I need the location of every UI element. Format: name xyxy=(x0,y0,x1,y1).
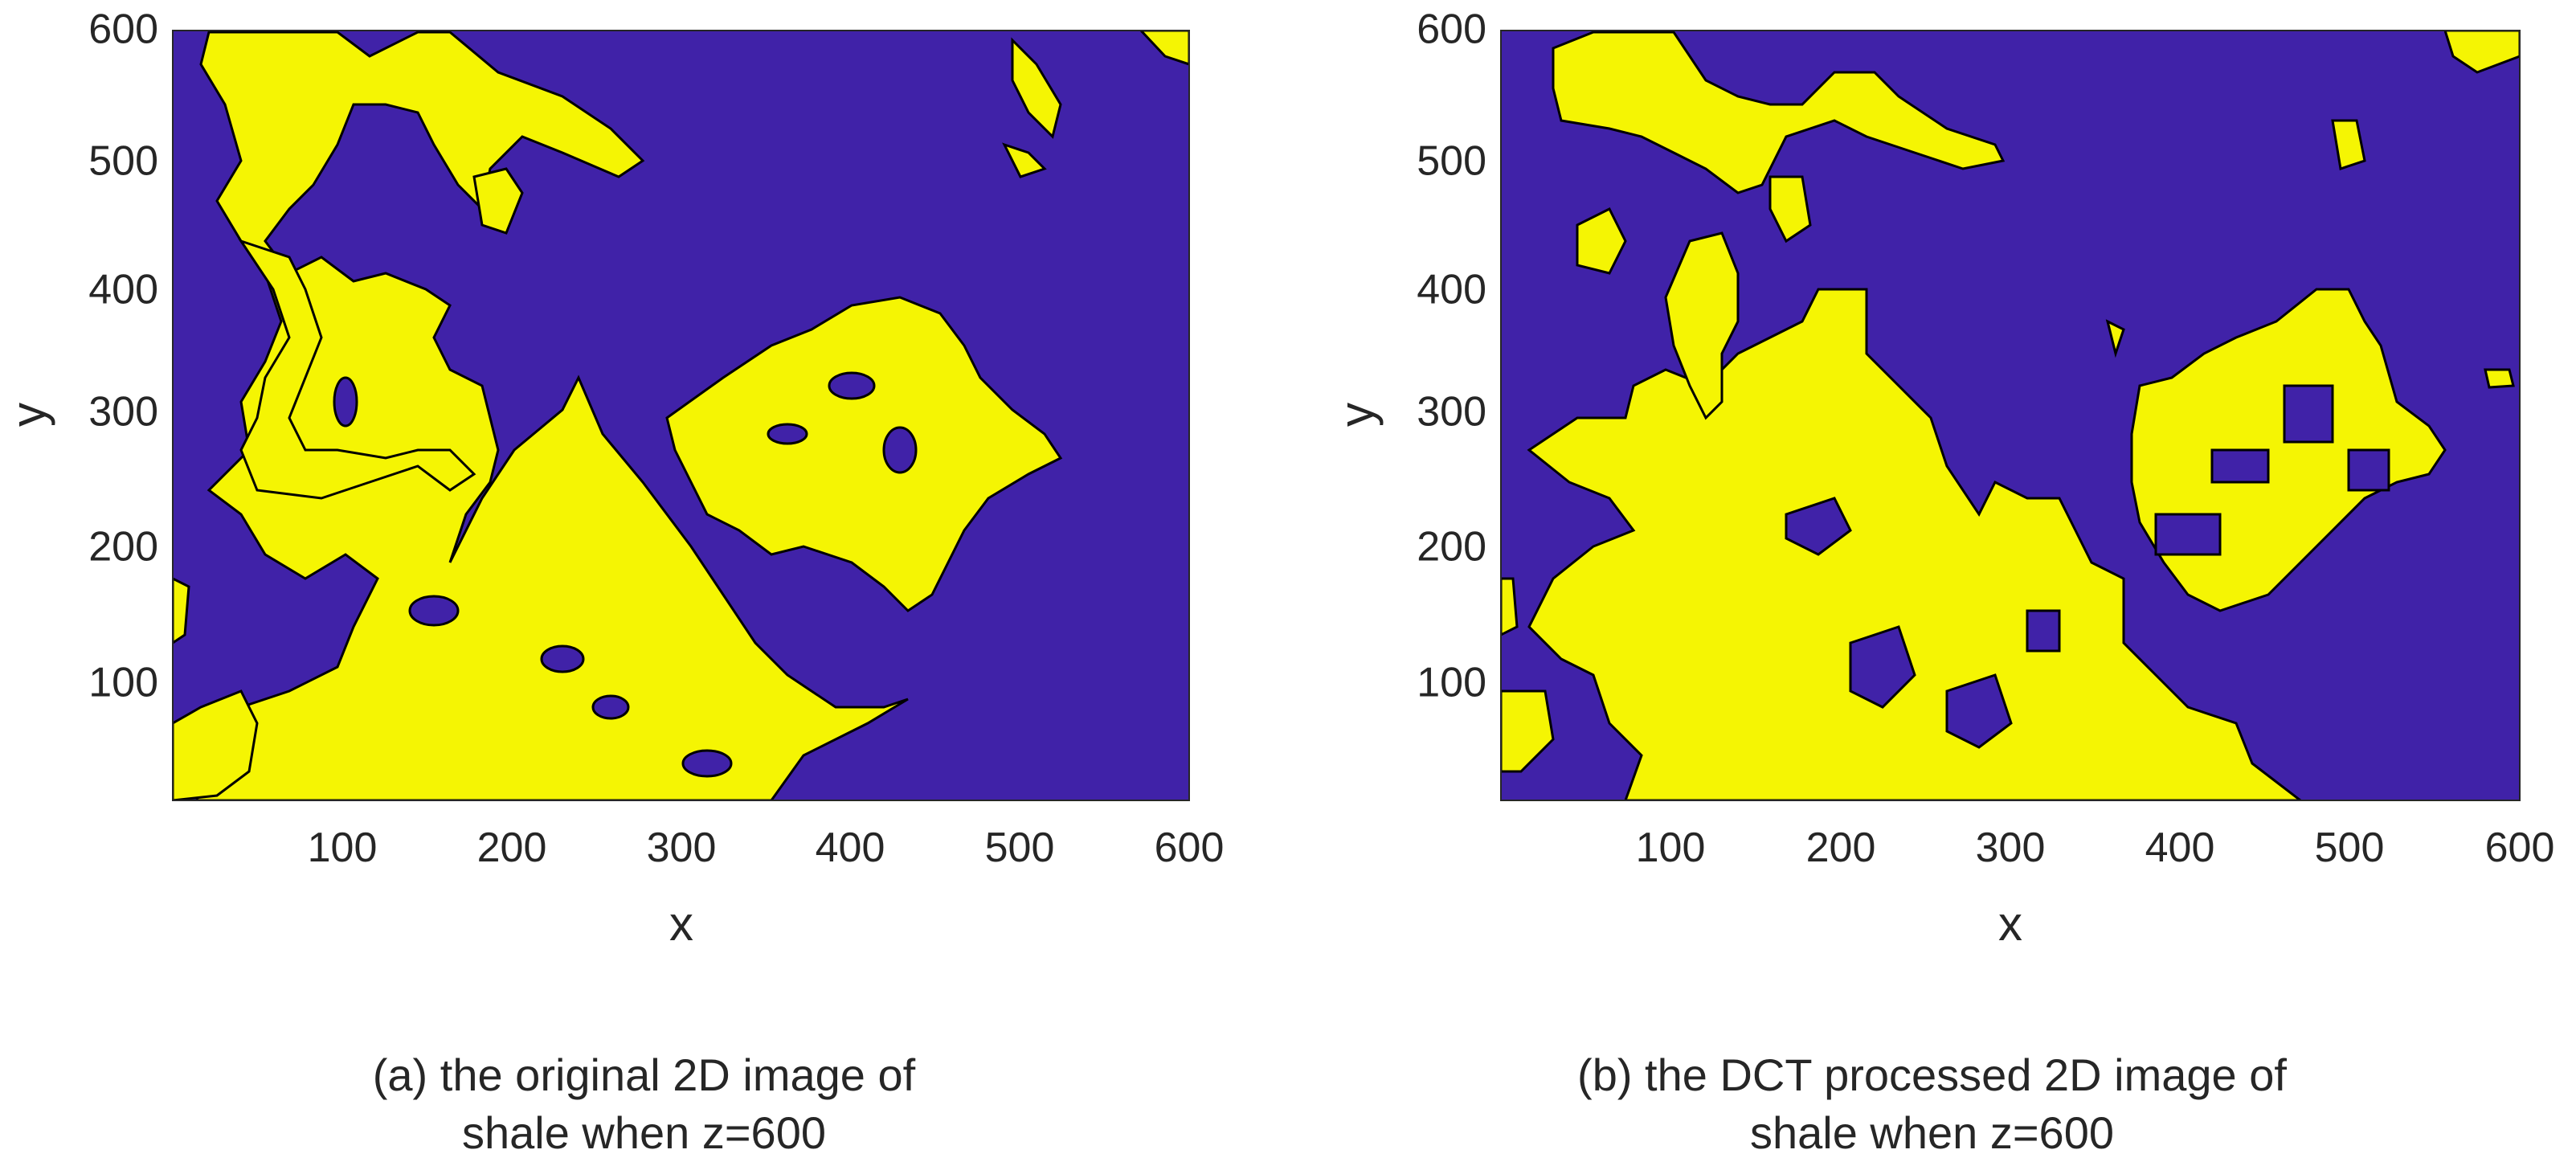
plot-frame-a xyxy=(172,30,1190,801)
y-axis-label: y xyxy=(2,403,55,427)
phase-hole xyxy=(767,423,808,445)
phase-region xyxy=(173,577,190,644)
phase-region xyxy=(1501,577,1519,636)
phase-map-b xyxy=(1501,31,2520,800)
y-tick-label: 300 xyxy=(88,389,158,436)
phase-hole xyxy=(828,371,876,400)
phase-hole xyxy=(1785,497,1852,556)
caption-line-1: (b) the DCT processed 2D image of xyxy=(1577,1049,2287,1100)
chart-panel-a: 100 200 300 400 500 600 100 200 300 400 … xyxy=(0,0,1288,1158)
phase-region xyxy=(2105,319,2125,358)
phase-hole xyxy=(1945,673,2013,749)
phase-hole xyxy=(591,694,630,720)
phase-region xyxy=(1011,37,1062,139)
y-tick-label: 100 xyxy=(1417,660,1486,706)
phase-region xyxy=(195,31,909,800)
phase-hole xyxy=(681,749,733,778)
x-axis-label: x xyxy=(1998,897,2022,951)
caption-line-2: shale when z=600 xyxy=(461,1107,826,1158)
y-tick-label: 500 xyxy=(88,138,158,185)
phase-hole xyxy=(2347,448,2390,492)
chart-b-svg: 100 200 300 400 500 600 100 200 300 400 … xyxy=(1330,6,2555,951)
phase-hole xyxy=(2210,448,2270,484)
phase-hole xyxy=(2026,609,2061,653)
phase-map-a xyxy=(173,31,1189,800)
caption-line-2: shale when z=600 xyxy=(1749,1107,2114,1158)
x-tick-label: 400 xyxy=(816,824,885,871)
x-axis-label: x xyxy=(669,897,693,951)
phase-region xyxy=(2331,119,2366,170)
x-tick-label: 300 xyxy=(1976,824,2046,871)
y-tick-label: 400 xyxy=(88,267,158,313)
y-ticks-a: 100 200 300 400 500 600 xyxy=(88,6,158,706)
phase-hole xyxy=(2154,513,2222,556)
y-tick-label: 200 xyxy=(88,524,158,571)
plot-frame-b xyxy=(1500,30,2521,801)
y-tick-label: 500 xyxy=(1417,138,1486,185)
phase-region xyxy=(1501,689,1555,773)
x-tick-label: 600 xyxy=(1155,824,1225,871)
x-tick-label: 400 xyxy=(2145,824,2215,871)
y-tick-label: 100 xyxy=(88,660,158,706)
phase-region xyxy=(2484,368,2515,389)
x-tick-label: 200 xyxy=(477,824,547,871)
x-tick-label: 500 xyxy=(985,824,1055,871)
phase-hole xyxy=(882,426,918,474)
caption-line-1: (a) the original 2D image of xyxy=(372,1049,916,1100)
y-tick-label: 200 xyxy=(1417,524,1486,571)
phase-hole xyxy=(1849,625,1916,709)
x-tick-label: 500 xyxy=(2315,824,2385,871)
phase-hole xyxy=(408,595,460,627)
y-axis-label: y xyxy=(1330,403,1384,427)
phase-region xyxy=(1576,207,1627,275)
phase-region xyxy=(665,296,1063,612)
phase-region xyxy=(238,239,476,500)
phase-region xyxy=(1002,142,1047,178)
phase-region xyxy=(2443,31,2520,74)
y-tick-label: 400 xyxy=(1417,267,1486,313)
phase-region xyxy=(1552,31,2006,194)
x-ticks-b: 100 200 300 400 500 600 xyxy=(1636,824,2555,871)
chart-panel-b: 100 200 300 400 500 600 100 200 300 400 … xyxy=(1288,0,2576,1158)
chart-a-svg: 100 200 300 400 500 600 100 200 300 400 … xyxy=(2,6,1225,951)
x-tick-label: 600 xyxy=(2485,824,2555,871)
y-tick-label: 300 xyxy=(1417,389,1486,436)
y-ticks-b: 100 200 300 400 500 600 xyxy=(1417,6,1486,706)
phase-region xyxy=(472,167,524,235)
phase-region xyxy=(1139,31,1189,66)
x-tick-label: 200 xyxy=(1806,824,1876,871)
y-tick-label: 600 xyxy=(88,6,158,53)
x-tick-label: 100 xyxy=(1636,824,1706,871)
x-ticks-a: 100 200 300 400 500 600 xyxy=(308,824,1225,871)
phase-region xyxy=(1768,175,1812,243)
phase-hole xyxy=(2283,384,2334,444)
phase-hole xyxy=(540,644,585,673)
phase-hole xyxy=(333,376,358,428)
y-tick-label: 600 xyxy=(1417,6,1486,53)
x-tick-label: 100 xyxy=(308,824,378,871)
x-tick-label: 300 xyxy=(647,824,717,871)
phase-region xyxy=(1664,231,1740,420)
phase-region xyxy=(1527,288,2303,800)
